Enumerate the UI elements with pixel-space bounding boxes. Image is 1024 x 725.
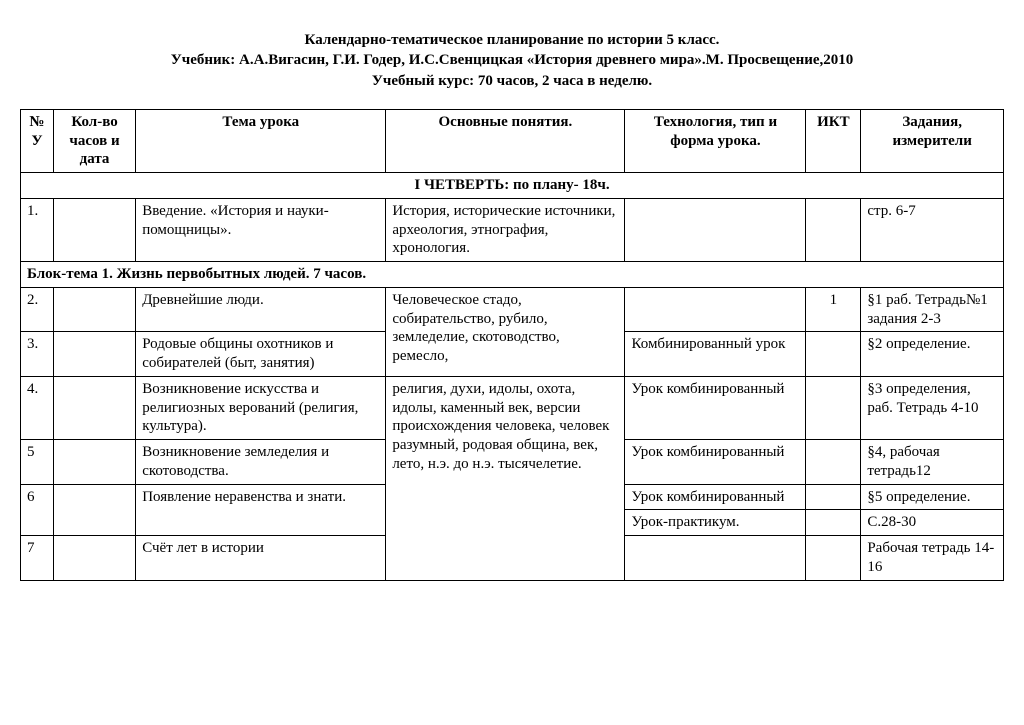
cell-topic: Возникновение земледелия и скотоводства. [136,440,386,485]
title-line-2: Учебник: А.А.Вигасин, Г.И. Годер, И.С.Св… [20,50,1004,70]
header-row: № У Кол-во часов и дата Тема урока Основ… [21,109,1004,172]
table-row: 2. Древнейшие люди. Человеческое стадо, … [21,287,1004,332]
cell-ikt [806,510,861,536]
cell-hours [53,484,135,536]
cell-num: 3. [21,332,54,377]
cell-hours [53,198,135,261]
header-tasks: Задания, измерители [861,109,1004,172]
cell-hours [53,332,135,377]
cell-topic: Древнейшие люди. [136,287,386,332]
header-ikt: ИКТ [806,109,861,172]
title-line-3: Учебный курс: 70 часов, 2 часа в неделю. [20,71,1004,91]
cell-ikt [806,484,861,510]
cell-ikt [806,376,861,439]
cell-topic: Счёт лет в истории [136,536,386,581]
cell-tasks: Рабочая тетрадь 14-16 [861,536,1004,581]
quarter-cell: I ЧЕТВЕРТЬ: по плану- 18ч. [21,173,1004,199]
cell-num: 4. [21,376,54,439]
cell-tasks: §4, рабочая тетрадь12 [861,440,1004,485]
cell-num: 5 [21,440,54,485]
header-topic: Тема урока [136,109,386,172]
cell-hours [53,536,135,581]
cell-tech: Урок комбинированный [625,484,806,510]
cell-tech [625,536,806,581]
block-cell: Блок-тема 1. Жизнь первобытных людей. 7 … [21,262,1004,288]
cell-ikt [806,198,861,261]
table-row: 4. Возникновение искусства и религиозных… [21,376,1004,439]
cell-topic: Возникновение искусства и религиозных ве… [136,376,386,439]
cell-num: 1. [21,198,54,261]
cell-tech: Урок комбинированный [625,376,806,439]
cell-tasks: С.28-30 [861,510,1004,536]
block-row: Блок-тема 1. Жизнь первобытных людей. 7 … [21,262,1004,288]
header-concepts: Основные понятия. [386,109,625,172]
cell-tech [625,198,806,261]
cell-tasks: стр. 6-7 [861,198,1004,261]
cell-concepts: История, исторические источники, археоло… [386,198,625,261]
cell-topic: Появление неравенства и знати. [136,484,386,536]
header-tech: Технология, тип и форма урока. [625,109,806,172]
quarter-row: I ЧЕТВЕРТЬ: по плану- 18ч. [21,173,1004,199]
cell-tech: Урок комбинированный [625,440,806,485]
cell-tech: Урок-практикум. [625,510,806,536]
cell-hours [53,287,135,332]
cell-tasks: §5 определение. [861,484,1004,510]
header-num: № У [21,109,54,172]
cell-tasks: §1 раб. Тетрадь№1 задания 2-3 [861,287,1004,332]
cell-tasks: §3 определения, раб. Тетрадь 4-10 [861,376,1004,439]
cell-ikt: 1 [806,287,861,332]
cell-ikt [806,536,861,581]
cell-ikt [806,332,861,377]
cell-hours [53,376,135,439]
cell-concepts: религия, духи, идолы, охота, идолы, каме… [386,376,625,580]
title-line-1: Календарно-тематическое планирование по … [20,30,1004,50]
cell-num: 7 [21,536,54,581]
cell-num: 6 [21,484,54,536]
cell-tech [625,287,806,332]
plan-table: № У Кол-во часов и дата Тема урока Основ… [20,109,1004,581]
table-row: 1. Введение. «История и науки-помощницы»… [21,198,1004,261]
header-hours: Кол-во часов и дата [53,109,135,172]
cell-num: 2. [21,287,54,332]
title-block: Календарно-тематическое планирование по … [20,30,1004,91]
cell-hours [53,440,135,485]
cell-topic: Родовые общины охотников и собирателей (… [136,332,386,377]
cell-tasks: §2 определение. [861,332,1004,377]
cell-concepts: Человеческое стадо, собирательство, руби… [386,287,625,376]
cell-tech: Комбинированный урок [625,332,806,377]
cell-topic: Введение. «История и науки-помощницы». [136,198,386,261]
cell-ikt [806,440,861,485]
